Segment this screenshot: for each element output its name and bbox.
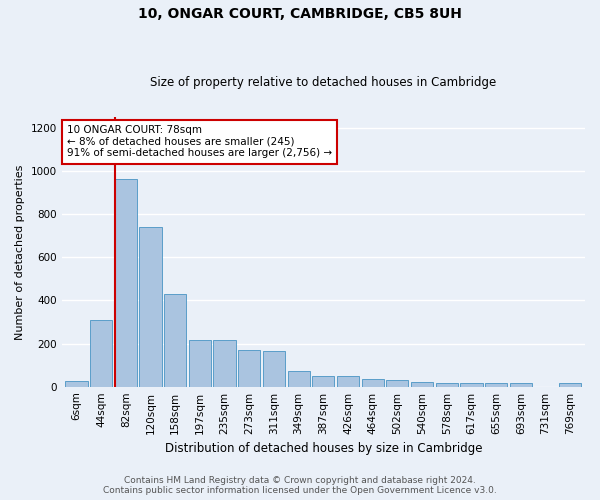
- Bar: [90, 320, 112, 386]
- Bar: [65, 382, 88, 386]
- Bar: [485, 383, 507, 386]
- Bar: [263, 351, 285, 386]
- Text: 10, ONGAR COURT, CAMBRIDGE, CB5 8UH: 10, ONGAR COURT, CAMBRIDGE, CB5 8UH: [138, 8, 462, 22]
- Bar: [436, 383, 458, 386]
- Bar: [386, 380, 409, 386]
- Y-axis label: Number of detached properties: Number of detached properties: [15, 164, 25, 340]
- Bar: [238, 350, 260, 387]
- X-axis label: Distribution of detached houses by size in Cambridge: Distribution of detached houses by size …: [164, 442, 482, 455]
- Bar: [337, 376, 359, 386]
- Text: Contains HM Land Registry data © Crown copyright and database right 2024.
Contai: Contains HM Land Registry data © Crown c…: [103, 476, 497, 495]
- Text: 10 ONGAR COURT: 78sqm
← 8% of detached houses are smaller (245)
91% of semi-deta: 10 ONGAR COURT: 78sqm ← 8% of detached h…: [67, 125, 332, 158]
- Bar: [214, 340, 236, 386]
- Bar: [510, 384, 532, 386]
- Bar: [287, 370, 310, 386]
- Bar: [460, 383, 482, 386]
- Bar: [362, 379, 384, 386]
- Bar: [164, 294, 187, 386]
- Title: Size of property relative to detached houses in Cambridge: Size of property relative to detached ho…: [150, 76, 496, 90]
- Bar: [139, 227, 161, 386]
- Bar: [189, 340, 211, 386]
- Bar: [312, 376, 334, 386]
- Bar: [411, 382, 433, 386]
- Bar: [559, 384, 581, 386]
- Bar: [115, 178, 137, 386]
